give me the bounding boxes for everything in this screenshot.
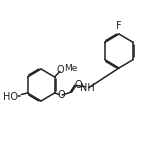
Text: HO: HO (3, 92, 18, 102)
Text: O: O (75, 80, 82, 90)
Text: F: F (116, 21, 122, 31)
Text: O: O (57, 91, 65, 101)
Text: O: O (57, 65, 64, 75)
Text: NH: NH (80, 83, 95, 93)
Text: Me: Me (64, 64, 78, 74)
